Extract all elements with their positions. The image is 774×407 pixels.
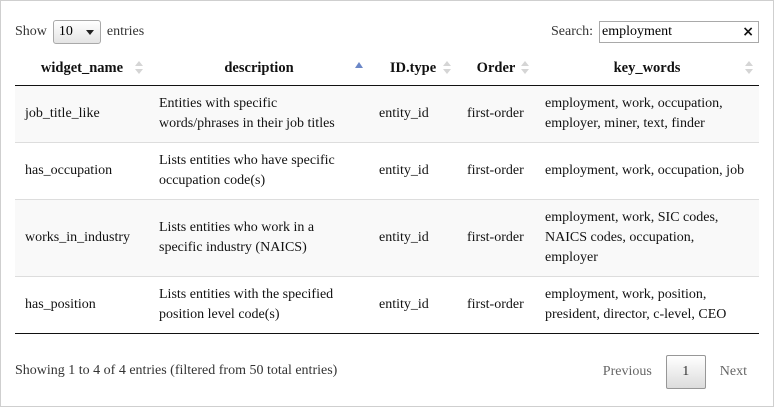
cell-key-words: employment, work, SIC codes, NAICS codes… [535,199,759,277]
cell-order: first-order [457,199,535,277]
table-row[interactable]: works_in_industry Lists entities who wor… [15,199,759,277]
cell-order: first-order [457,142,535,200]
next-page-button[interactable]: Next [719,364,747,379]
table-row[interactable]: has_position Lists entities with the spe… [15,276,759,334]
length-prefix-label: Show [15,24,47,39]
column-header-label: ID.type [389,59,437,76]
column-header-label: description [224,59,294,76]
column-header-key-words[interactable]: key_words [535,51,759,86]
column-header-label: widget_name [40,59,124,76]
cell-widget-name: job_title_like [15,85,149,143]
cell-widget-name: has_position [15,276,149,334]
cell-key-words: employment, work, occupation, job [535,142,759,200]
cell-description: Lists entities who work in a specific in… [149,199,369,277]
search-control: Search: employment × [551,17,759,47]
search-input[interactable]: employment × [599,21,759,43]
sort-ascending-icon [355,61,363,75]
results-table: widget_name description ID.type Order ke… [15,51,759,334]
cell-description: Entities with specific words/phrases in … [149,85,369,143]
column-header-widget-name[interactable]: widget_name [15,51,149,86]
table-row[interactable]: job_title_like Entities with specific wo… [15,85,759,143]
sort-both-icon [521,61,529,75]
length-suffix-label: entries [106,24,145,39]
page-1-button[interactable]: 1 [665,355,706,389]
sort-both-icon [135,61,143,75]
column-header-id-type[interactable]: ID.type [369,51,457,86]
column-header-label: key_words [613,59,681,76]
clear-search-icon[interactable]: × [742,24,754,40]
entries-per-page-select[interactable]: 10 [52,20,101,44]
column-header-description[interactable]: description [149,51,369,86]
cell-id-type: entity_id [369,276,457,334]
length-control: Show 10 entries [15,17,144,47]
sort-both-icon [443,61,451,75]
cell-key-words: employment, work, position, president, d… [535,276,759,334]
search-label: Search: [551,24,593,39]
search-input-value: employment [602,24,672,39]
table-header-row: widget_name description ID.type Order ke… [15,51,759,86]
cell-widget-name: works_in_industry [15,199,149,277]
pagination: Previous 1 Next [589,354,759,390]
chevron-down-icon [85,30,94,35]
table-info-text: Showing 1 to 4 of 4 entries (filtered fr… [15,363,338,378]
entries-per-page-value: 10 [58,24,73,39]
cell-widget-name: has_occupation [15,142,149,200]
cell-id-type: entity_id [369,85,457,143]
cell-order: first-order [457,276,535,334]
sort-both-icon [745,61,753,75]
cell-description: Lists entities with the specified positi… [149,276,369,334]
table-controls: Show 10 entries Search: employment × [15,17,759,47]
cell-id-type: entity_id [369,142,457,200]
cell-description: Lists entities who have specific occupat… [149,142,369,200]
cell-key-words: employment, work, occupation, employer, … [535,85,759,143]
column-header-label: Order [476,59,516,76]
cell-id-type: entity_id [369,199,457,277]
table-row[interactable]: has_occupation Lists entities who have s… [15,142,759,200]
cell-order: first-order [457,85,535,143]
column-header-order[interactable]: Order [457,51,535,86]
previous-page-button[interactable]: Previous [602,364,652,379]
